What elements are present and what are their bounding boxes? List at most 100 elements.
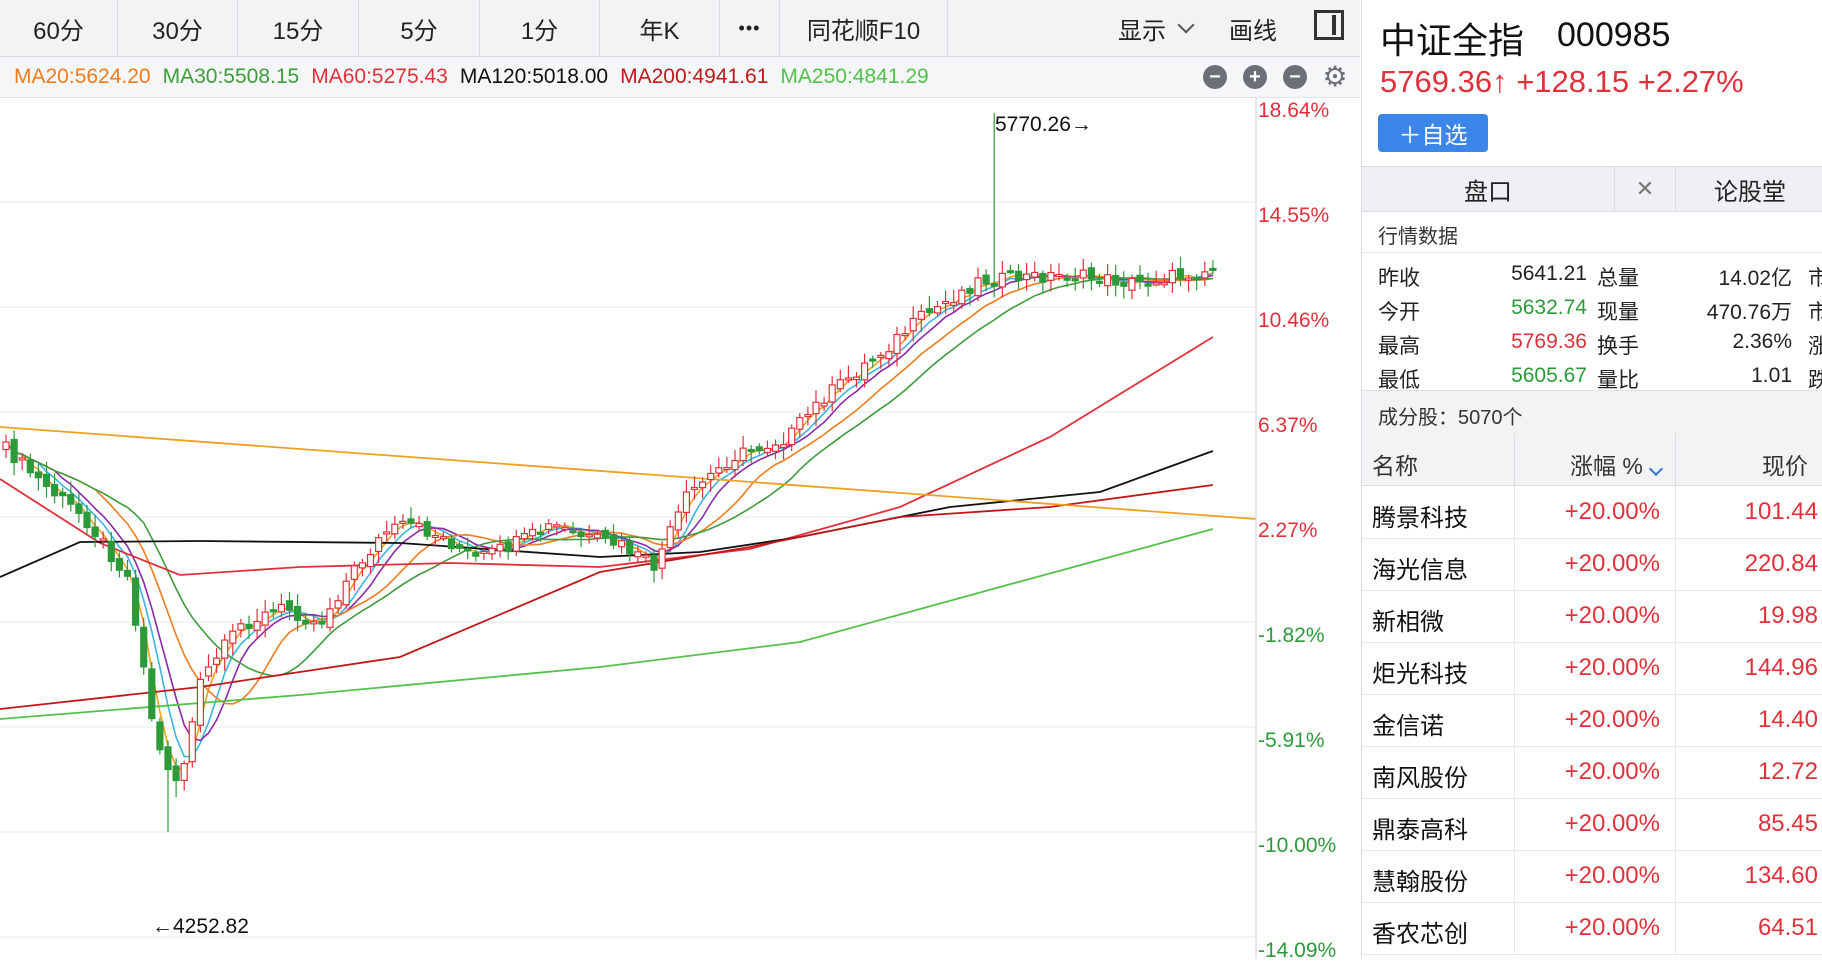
- gear-icon[interactable]: ⚙: [1322, 61, 1348, 92]
- period-tab-30min[interactable]: 30分: [118, 0, 238, 56]
- candle: [1014, 270, 1023, 282]
- stock-price: 64.51: [1757, 914, 1818, 941]
- col-change-header[interactable]: 涨幅 %: [1570, 447, 1663, 481]
- percent-tick-label: -1.82%: [1258, 624, 1325, 647]
- candle: [59, 491, 67, 497]
- candle: [123, 569, 132, 577]
- more-periods-button[interactable]: •••: [720, 0, 780, 56]
- candle: [480, 550, 488, 554]
- ma-lines: [0, 272, 1257, 773]
- table-row[interactable]: 新相微 +20.00% 19.98: [1362, 590, 1822, 643]
- candle: [294, 605, 302, 621]
- stock-name: 鼎泰高科: [1372, 817, 1468, 844]
- candle: [99, 538, 107, 542]
- candle: [67, 494, 75, 505]
- stock-price: 134.60: [1744, 862, 1818, 889]
- table-row[interactable]: 炬光科技 +20.00% 144.96: [1362, 642, 1822, 695]
- candle: [277, 603, 285, 613]
- table-row[interactable]: 南风股份 +20.00% 12.72: [1362, 746, 1822, 799]
- table-row[interactable]: 海光信息 +20.00% 220.84: [1362, 538, 1822, 591]
- candle: [342, 580, 350, 606]
- zoom-in-icon[interactable]: +: [1243, 65, 1267, 89]
- period-tab-1min[interactable]: 1分: [480, 0, 600, 56]
- panel-layout-icon[interactable]: [1314, 10, 1344, 40]
- percent-tick-label: 14.55%: [1258, 204, 1330, 227]
- period-tab-60min[interactable]: 60分: [0, 0, 118, 56]
- tab-pankou[interactable]: 盘口: [1362, 167, 1615, 211]
- candle: [1168, 269, 1177, 284]
- draw-line-button[interactable]: 画线: [1229, 17, 1277, 45]
- period-tab-5min[interactable]: 5分: [359, 0, 480, 56]
- ma-legend: MA20:5624.20 MA30:5508.15 MA60:5275.43 M…: [0, 57, 1360, 98]
- add-watchlist-button[interactable]: ＋自选: [1378, 114, 1488, 152]
- candle: [723, 467, 731, 471]
- ma10-line: [5, 274, 1214, 742]
- field-label: 量比: [1597, 369, 1639, 392]
- candle: [836, 379, 844, 390]
- period-tab-yearly[interactable]: 年K: [600, 0, 720, 56]
- candle: [950, 302, 958, 306]
- candle: [771, 444, 780, 452]
- kline-chart[interactable]: 5770.26→ ←4252.82 18.64% 14.55% 10.46% 6.37…: [0, 97, 1360, 962]
- candles: [2, 113, 1217, 832]
- candle: [828, 384, 836, 403]
- candle: [1152, 282, 1160, 286]
- ma20-line: [5, 274, 1214, 705]
- trend-line: [0, 426, 1257, 520]
- candle: [877, 354, 885, 358]
- candle: [601, 529, 610, 539]
- stock-change: +20.00%: [1564, 706, 1660, 733]
- col-name-header[interactable]: 名称: [1372, 453, 1418, 479]
- candle: [2, 441, 10, 451]
- candle: [375, 537, 383, 553]
- candle: [213, 657, 221, 665]
- ma30-label: MA30:5508.15: [162, 65, 300, 88]
- stock-name: 炬光科技: [1372, 661, 1468, 688]
- percent-tick-label: 10.46%: [1258, 309, 1330, 332]
- collapse-icon[interactable]: −: [1203, 65, 1227, 89]
- stock-change: +20.00%: [1564, 758, 1660, 785]
- field-label: 最低: [1378, 369, 1420, 392]
- close-icon[interactable]: ✕: [1635, 176, 1655, 201]
- period-tab-15min[interactable]: 15分: [238, 0, 359, 56]
- stock-name: 金信诺: [1372, 713, 1444, 740]
- kline-svg: 5770.26→ ←4252.82: [0, 97, 1257, 958]
- col-price-header[interactable]: 现价: [1762, 453, 1808, 479]
- candle: [561, 526, 569, 530]
- candle: [982, 274, 990, 285]
- candle: [593, 533, 601, 539]
- table-row[interactable]: 腾景科技 +20.00% 101.44: [1362, 486, 1822, 539]
- display-dropdown[interactable]: 显示: [1118, 0, 1195, 56]
- field-value: 5632.74: [1511, 296, 1587, 319]
- percent-tick-label: 6.37%: [1258, 414, 1318, 437]
- f10-button[interactable]: 同花顺F10: [780, 0, 948, 56]
- candle: [350, 565, 358, 580]
- tab-lungutang[interactable]: 论股堂: [1675, 167, 1822, 211]
- stock-change: +20.00%: [1564, 914, 1660, 941]
- candle: [334, 600, 342, 609]
- table-row[interactable]: 慧翰股份 +20.00% 134.60: [1362, 850, 1822, 903]
- index-name: 中证全指: [1380, 20, 1525, 61]
- candle: [528, 528, 537, 537]
- low-annotation: ←4252.82: [152, 915, 249, 938]
- candle: [447, 538, 456, 550]
- table-row[interactable]: 金信诺 +20.00% 14.40: [1362, 694, 1822, 747]
- stock-price: 12.72: [1757, 758, 1818, 785]
- ma60-line: [0, 336, 1214, 576]
- candle: [1006, 270, 1015, 274]
- table-row[interactable]: 鼎泰高科 +20.00% 85.45: [1362, 798, 1822, 851]
- candle: [1193, 277, 1201, 281]
- table-row[interactable]: 香农芯创 +20.00% 64.51: [1362, 902, 1822, 955]
- candle: [812, 401, 820, 415]
- candle: [731, 459, 739, 471]
- truncated-label: 市: [1808, 301, 1822, 324]
- zoom-out-icon[interactable]: −: [1283, 65, 1307, 89]
- stock-name: 腾景科技: [1372, 505, 1468, 532]
- ma250-line: [0, 528, 1214, 720]
- candle: [75, 503, 83, 515]
- candle: [796, 417, 804, 430]
- candle: [690, 486, 699, 491]
- sort-desc-icon: [1648, 461, 1663, 477]
- candle: [763, 447, 772, 454]
- candle: [852, 376, 861, 381]
